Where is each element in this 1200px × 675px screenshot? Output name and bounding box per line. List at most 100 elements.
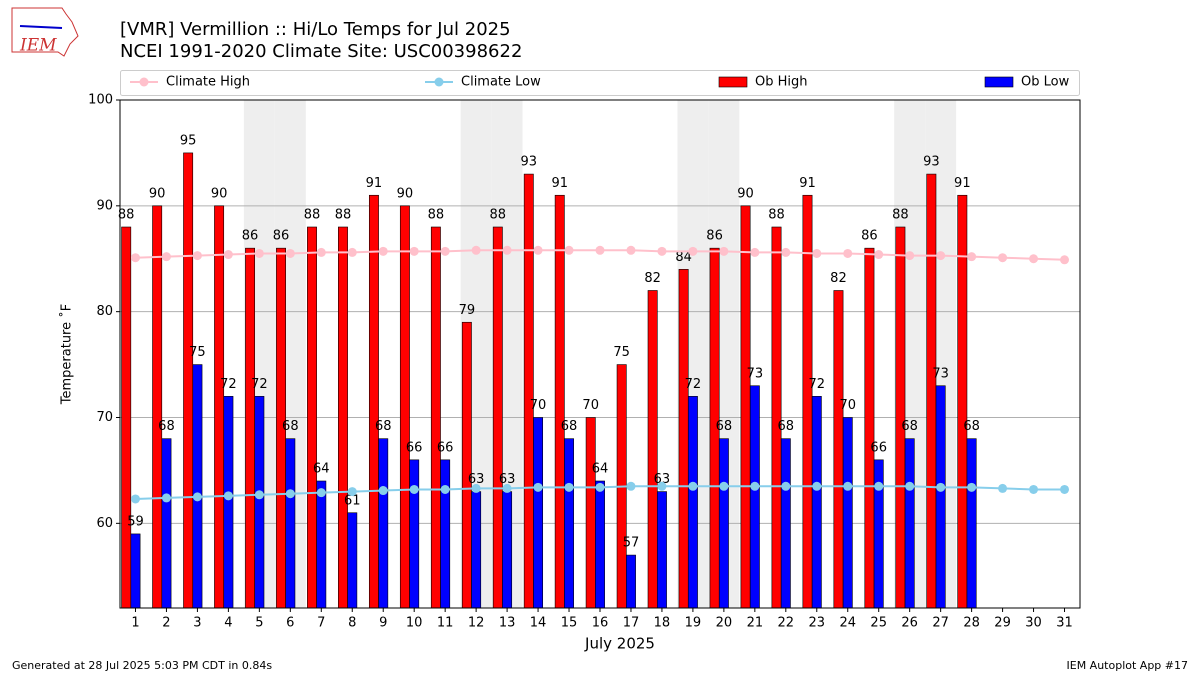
- x-tick-label: 14: [530, 616, 547, 631]
- bar: [161, 438, 172, 609]
- data-label: 68: [963, 419, 980, 434]
- bar: [595, 480, 605, 609]
- x-tick-label: 17: [623, 616, 640, 631]
- x-tick-label: 28: [963, 616, 980, 631]
- data-label: 91: [799, 176, 816, 191]
- bar: [647, 290, 658, 609]
- data-label: 88: [428, 208, 445, 223]
- y-tick-label: 70: [96, 410, 113, 425]
- bar: [749, 385, 760, 609]
- logo-line: [19, 25, 63, 29]
- line-marker: [781, 481, 791, 491]
- footer-right: IEM Autoplot App #17: [1067, 659, 1189, 672]
- line-marker: [936, 251, 946, 261]
- line-marker: [533, 482, 543, 492]
- bar: [833, 290, 844, 609]
- data-label: 72: [809, 377, 826, 392]
- y-axis-label: Temperature ˚F: [59, 304, 75, 405]
- bar: [802, 194, 813, 609]
- bar: [152, 205, 163, 609]
- data-label: 66: [406, 440, 423, 455]
- x-tick-label: 5: [255, 616, 263, 631]
- y-tick-label: 90: [96, 198, 113, 213]
- data-label: 88: [304, 208, 321, 223]
- bar: [780, 438, 791, 609]
- x-tick-label: 31: [1056, 616, 1073, 631]
- line-marker: [905, 481, 915, 491]
- line-marker: [378, 246, 388, 256]
- data-label: 68: [778, 419, 795, 434]
- line-marker: [316, 247, 326, 257]
- data-label: 82: [644, 271, 661, 286]
- line-marker: [905, 251, 915, 261]
- x-tick-label: 27: [932, 616, 949, 631]
- bar: [864, 247, 875, 609]
- line-marker: [967, 482, 977, 492]
- line-marker: [533, 245, 543, 255]
- x-tick-label: 26: [901, 616, 918, 631]
- data-label: 88: [768, 208, 785, 223]
- chart-title: [VMR] Vermillion :: Hi/Lo Temps for Jul …: [120, 19, 511, 40]
- line-marker: [440, 246, 450, 256]
- line-marker: [967, 252, 977, 262]
- legend-swatch: [984, 76, 1014, 88]
- line-marker: [781, 247, 791, 257]
- data-label: 86: [273, 229, 290, 244]
- data-label: 91: [954, 176, 971, 191]
- x-tick-label: 7: [317, 616, 325, 631]
- bar: [554, 194, 565, 609]
- legend-swatch: [718, 76, 748, 88]
- data-label: 63: [654, 472, 671, 487]
- bar: [687, 396, 698, 609]
- bar: [626, 554, 636, 609]
- line-marker: [595, 482, 605, 492]
- data-label: 63: [499, 472, 516, 487]
- data-label: 90: [149, 186, 166, 201]
- line-marker: [347, 247, 357, 257]
- line-marker: [378, 486, 388, 496]
- line-marker: [1060, 255, 1070, 265]
- line-marker: [130, 494, 140, 504]
- line-marker: [1060, 484, 1070, 494]
- bar: [130, 533, 141, 609]
- line-marker: [409, 246, 419, 256]
- data-label: 68: [716, 419, 733, 434]
- line-marker: [471, 483, 481, 493]
- line-marker: [936, 482, 946, 492]
- logo: IEM: [11, 7, 79, 57]
- line-marker: [564, 245, 574, 255]
- data-label: 66: [870, 440, 887, 455]
- line-marker: [161, 252, 171, 262]
- data-label: 68: [901, 419, 918, 434]
- line-marker: [843, 248, 853, 258]
- bar: [399, 205, 410, 609]
- data-label: 90: [737, 186, 754, 201]
- data-label: 90: [211, 186, 228, 201]
- data-label: 79: [459, 303, 476, 318]
- bar: [926, 173, 937, 609]
- line-marker: [657, 246, 667, 256]
- data-label: 88: [892, 208, 909, 223]
- data-label: 72: [685, 377, 702, 392]
- line-marker: [688, 246, 698, 256]
- bar: [771, 226, 782, 609]
- line-marker: [719, 246, 729, 256]
- data-label: 64: [313, 462, 330, 477]
- x-tick-label: 13: [499, 616, 516, 631]
- bar: [347, 512, 358, 609]
- x-tick-label: 29: [994, 616, 1011, 631]
- bar: [307, 226, 317, 609]
- data-label: 68: [561, 419, 578, 434]
- data-label: 61: [344, 493, 361, 508]
- y-tick-label: 100: [88, 93, 113, 108]
- legend-label: Ob High: [755, 75, 808, 90]
- x-tick-label: 2: [162, 616, 170, 631]
- plot-frame: [119, 99, 1081, 609]
- bar: [811, 396, 822, 609]
- chart-subtitle: NCEI 1991-2020 Climate Site: USC00398622: [120, 41, 522, 62]
- data-label: 63: [468, 472, 485, 487]
- line-marker: [626, 481, 636, 491]
- x-tick-label: 20: [716, 616, 733, 631]
- data-label: 70: [839, 398, 856, 413]
- footer-left: Generated at 28 Jul 2025 5:03 PM CDT in …: [12, 659, 272, 672]
